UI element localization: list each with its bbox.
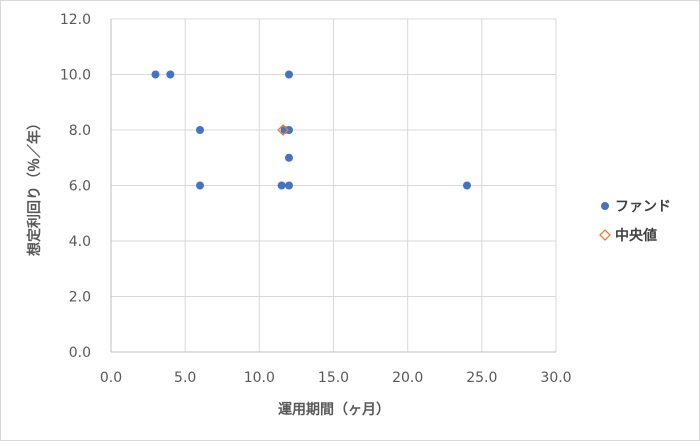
y-tick-label: 4.0	[69, 234, 91, 250]
legend-marker-median	[599, 229, 611, 241]
y-tick-label: 0.0	[69, 345, 91, 361]
axes	[110, 19, 556, 353]
legend-marker-fund	[601, 202, 609, 210]
x-tick-label: 30.0	[540, 370, 571, 386]
data-points	[151, 70, 471, 190]
gridlines	[111, 18, 557, 352]
y-tick-label: 2.0	[69, 290, 91, 306]
legend: ファンド 中央値	[599, 199, 671, 244]
legend-label-fund: ファンド	[615, 199, 671, 215]
legend-label-median: 中央値	[615, 227, 657, 244]
y-tick-label: 10.0	[60, 68, 91, 84]
y-tick-label: 8.0	[69, 123, 91, 139]
y-tick-label: 6.0	[69, 179, 91, 195]
legend-item-median: 中央値	[599, 227, 657, 244]
fund-point	[285, 70, 293, 79]
x-tick-label: 15.0	[318, 370, 349, 386]
x-tick-label: 25.0	[466, 370, 497, 386]
median-point	[277, 124, 289, 136]
fund-point	[285, 153, 293, 162]
fund-point	[285, 126, 293, 134]
fund-point	[285, 181, 293, 190]
legend-item-fund: ファンド	[601, 199, 671, 215]
x-tick-label: 0.0	[100, 370, 122, 386]
fund-point	[151, 70, 160, 79]
y-tick-label: 12.0	[60, 12, 91, 28]
y-axis-title: 想定利回り（％／年）	[26, 116, 43, 257]
fund-point	[196, 181, 204, 190]
fund-point	[277, 181, 286, 190]
tick-labels: 0.0 2.0 4.0 6.0 8.0 10.0 12.0 0.0 5.0 10.0 15.0 20.…	[60, 12, 572, 386]
x-tick-label: 20.0	[392, 370, 423, 386]
fund-point	[463, 181, 471, 190]
x-axis-title: 運用期間（ヶ月）	[278, 402, 390, 418]
fund-point	[196, 126, 204, 134]
x-tick-label: 10.0	[244, 370, 275, 386]
x-tick-label: 5.0	[174, 370, 196, 386]
fund-point	[166, 70, 175, 79]
